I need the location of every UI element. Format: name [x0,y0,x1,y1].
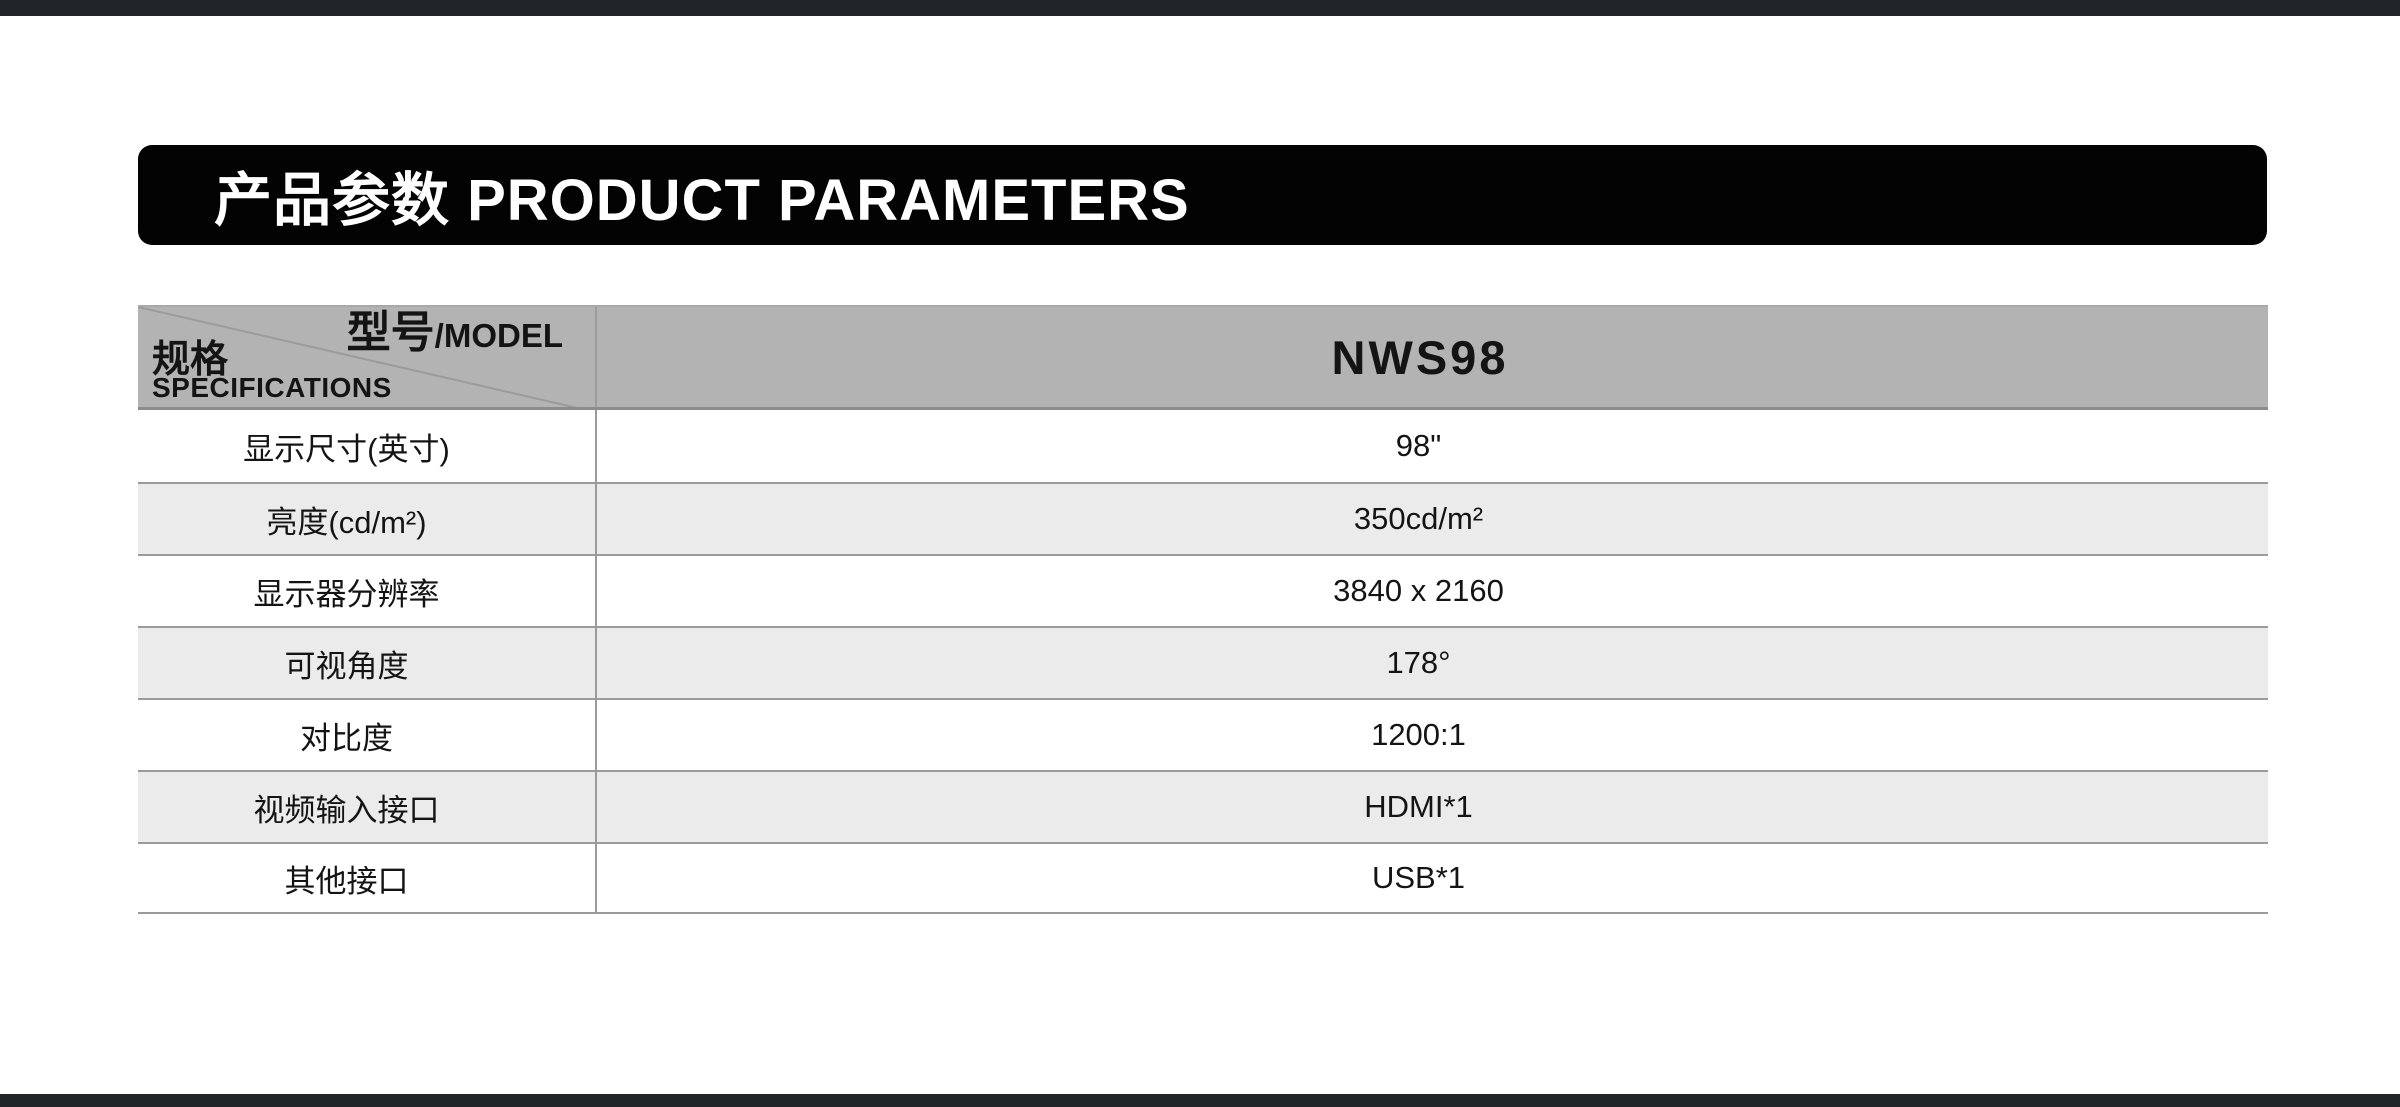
row-value: 350cd/m² [595,484,2268,554]
row-label: 视频输入接口 [253,792,440,828]
spec-table-header: 规格 SPECIFICATIONS 型号/MODEL NWS98 [138,305,2268,410]
bottom-divider-bar [0,1094,2400,1107]
top-divider-bar [0,0,2400,16]
diagonal-line [138,307,578,407]
row-label: 其他接口 [284,863,409,899]
model-label-en: /MODEL [434,317,563,354]
row-label: 可视角度 [284,648,409,684]
row-value: HDMI*1 [595,772,2268,842]
spec-table-body: 显示尺寸(英寸) 98" 亮度(cd/m²) 350cd/m² 显示器分辨率 3840 x… [138,410,2268,914]
table-row: 亮度(cd/m²) 350cd/m² [138,482,2268,554]
row-label: 显示尺寸(英寸) [243,431,450,467]
spec-label-zh: 规格 [152,339,229,381]
model-value: NWS98 [1331,330,1509,384]
row-label: 亮度(cd/m²) [266,504,427,540]
header-diagonal-cell: 规格 SPECIFICATIONS 型号/MODEL [138,307,595,407]
table-row: 其他接口 USB*1 [138,842,2268,914]
model-label-zh: 型号 [346,308,435,357]
row-value: 98" [595,410,2268,482]
row-value: 1200:1 [595,700,2268,770]
section-title: 产品参数 PRODUCT PARAMETERS [214,168,1190,233]
header-model-cell: NWS98 [595,307,2268,407]
table-row: 可视角度 178° [138,626,2268,698]
table-row: 视频输入接口 HDMI*1 [138,770,2268,842]
spec-label-en: SPECIFICATIONS [152,372,392,403]
model-label: 型号/MODEL [347,311,563,355]
row-label: 对比度 [300,720,393,756]
table-row: 显示器分辨率 3840 x 2160 [138,554,2268,626]
table-row: 显示尺寸(英寸) 98" [138,410,2268,482]
row-value: 178° [595,628,2268,698]
section-banner: 产品参数 PRODUCT PARAMETERS [138,145,2267,245]
spec-table: 规格 SPECIFICATIONS 型号/MODEL NWS98 显示尺寸(英寸… [138,305,2268,914]
row-value: USB*1 [595,844,2268,912]
row-label: 显示器分辨率 [253,576,440,612]
row-value: 3840 x 2160 [595,556,2268,626]
table-row: 对比度 1200:1 [138,698,2268,770]
